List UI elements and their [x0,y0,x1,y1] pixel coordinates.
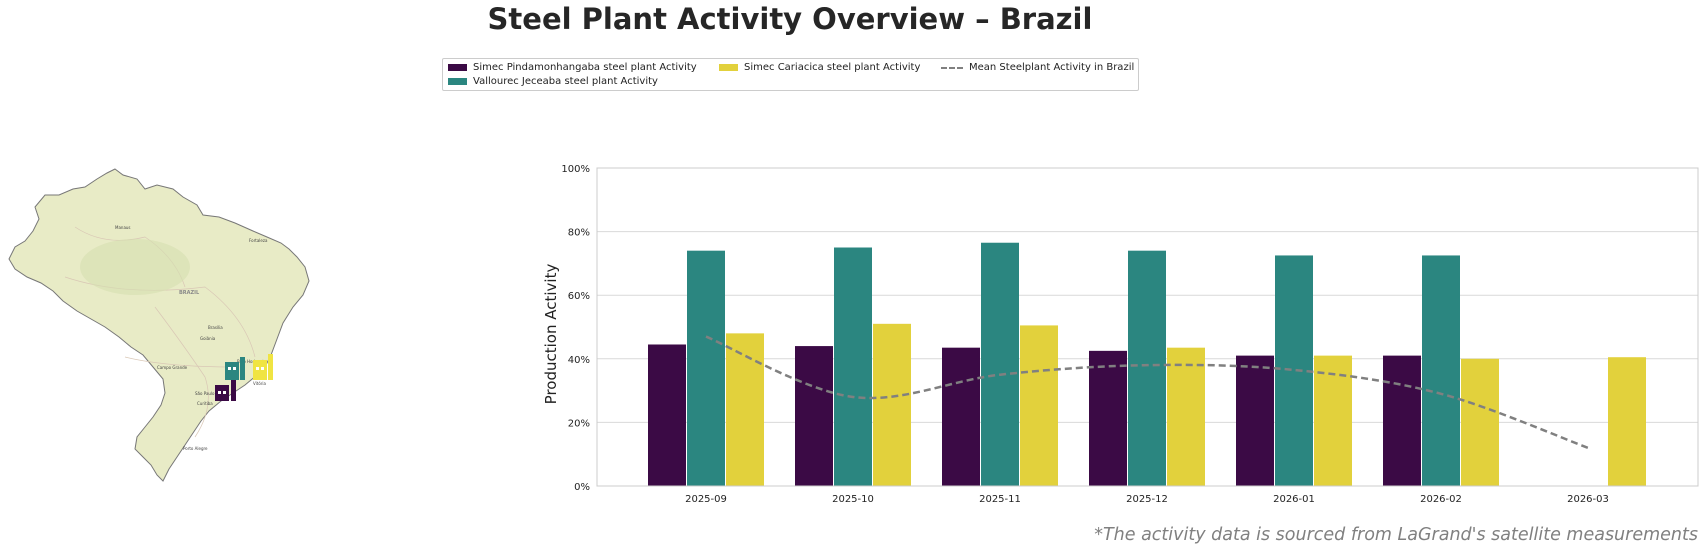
legend-item-mean: Mean Steelplant Activity in Brazil [941,62,1134,73]
y-tick-label-0: 0% [574,482,590,493]
x-tick-label-2025-11: 2025-11 [979,494,1021,505]
map-city-curitiba: Curitiba [197,401,213,406]
map-city-brasilia: Brasília [208,325,223,330]
footnote: *The activity data is sourced from LaGra… [1094,525,1698,545]
legend-label-mean: Mean Steelplant Activity in Brazil [969,62,1135,73]
x-tick-label-2026-03: 2026-03 [1567,494,1609,505]
legend-swatch-pindamonhangaba [448,64,467,71]
factory-icon-jeceaba [225,357,245,380]
bar-0-2025-10 [795,346,833,486]
bar-1-2025-12 [1128,250,1166,486]
bar-2-2026-03 [1608,357,1646,486]
legend-swatch-jeceaba [448,78,467,85]
map-city-sao-paulo: São Paulo [195,391,215,396]
legend-label-cariacica: Simec Cariacica steel plant Activity [744,62,921,73]
legend-label-jeceaba: Vallourec Jeceaba steel plant Activity [473,76,658,87]
bar-1-2025-09 [687,250,725,486]
y-tick-label-4: 80% [568,228,590,239]
legend-item-pindamonhangaba: Simec Pindamonhangaba steel plant Activi… [448,62,697,73]
x-tick-label-2025-10: 2025-10 [832,494,874,505]
plot-frame [596,167,1699,487]
bar-0-2025-09 [648,344,686,486]
bars [648,242,1646,486]
map-city-fortaleza: Fortaleza [249,238,268,243]
activity-chart: 0% 20% 40% 60% 80% 100% 2025-09 2025-10 2025-11 2… [542,164,1699,505]
bar-2-2026-02 [1461,358,1499,486]
mean-line-group [705,335,1589,450]
chart-title: Steel Plant Activity Overview – Brazil [487,2,1093,36]
map-city-goiania: Goiânia [200,336,216,341]
bar-0-2025-12 [1089,350,1127,486]
bar-2-2026-01 [1314,355,1352,486]
map-road-3 [154,306,209,438]
axes: 0% 20% 40% 60% 80% 100% 2025-09 2025-10 2025-11 2… [561,164,1699,505]
map-city-porto-alegre: Porto Alegre [183,446,208,451]
map-road-4 [124,356,236,368]
legend-label-pindamonhangaba: Simec Pindamonhangaba steel plant Activi… [473,62,697,73]
x-tick-label-2025-12: 2025-12 [1126,494,1168,505]
y-tick-label-5: 100% [561,164,590,175]
legend: Simec Pindamonhangaba steel plant Activi… [442,58,1139,91]
y-tick-label-1: 20% [568,418,590,429]
map-country-label: BRAZIL [179,290,200,296]
brazil-country-shape [8,168,310,482]
brazil-map: Manaus Fortaleza BRAZIL Brasília Goiânia… [5,167,310,487]
x-tick-label-2026-01: 2026-01 [1273,494,1315,505]
bar-2-2025-12 [1167,347,1205,486]
bar-2-2025-11 [1020,325,1058,486]
bar-1-2025-11 [981,242,1019,486]
map-terrain-shade [80,239,190,295]
map-city-vitoria: Vitória [253,381,267,386]
factory-icon-cariacica [253,354,273,380]
legend-item-cariacica: Simec Cariacica steel plant Activity [719,62,920,73]
map-city-campo-grande: Campo Grande [157,365,188,370]
x-tick-label-2025-09: 2025-09 [685,494,727,505]
bar-1-2025-10 [834,247,872,486]
bar-1-2026-02 [1422,255,1460,486]
bar-0-2026-02 [1383,355,1421,486]
map-city-belo-horizonte: Belo Horizonte [237,359,267,364]
y-axis-label: Production Activity [542,264,560,405]
legend-item-jeceaba: Vallourec Jeceaba steel plant Activity [448,76,658,87]
bar-0-2025-11 [942,347,980,486]
legend-swatch-mean [941,66,963,69]
map-city-manaus: Manaus [115,225,131,230]
bar-2-2025-09 [726,333,764,486]
y-tick-label-3: 60% [568,291,590,302]
factory-icon-pindamonhangaba [215,380,236,401]
legend-swatch-cariacica [719,64,738,71]
y-tick-label-2: 40% [568,355,590,366]
bar-2-2025-10 [873,323,911,486]
x-tick-label-2026-02: 2026-02 [1420,494,1462,505]
bar-0-2026-01 [1236,355,1274,486]
